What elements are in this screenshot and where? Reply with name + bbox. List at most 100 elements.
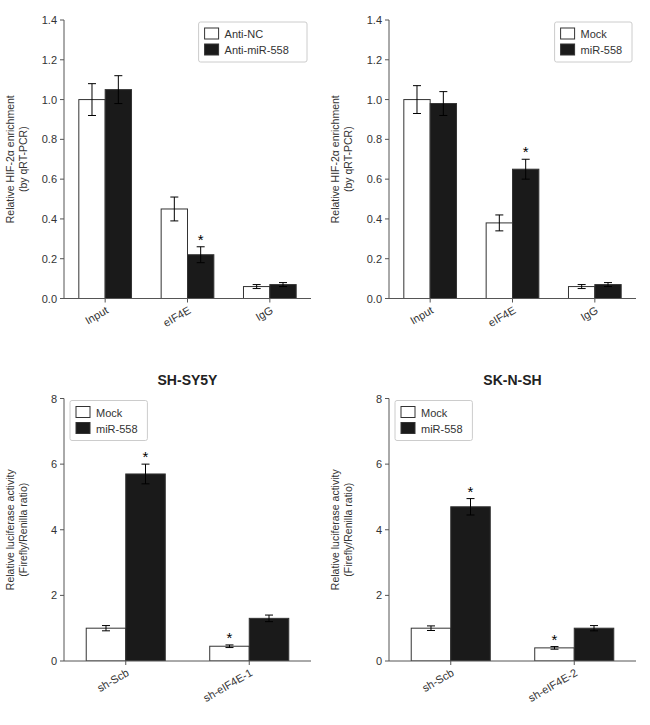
legend-label: Anti-miR-558: [225, 44, 289, 56]
y-tick-label: 8: [51, 393, 57, 405]
x-tick-label: sh-eIF4E-2: [526, 666, 579, 704]
y-tick-label: 0.8: [367, 133, 382, 145]
plot-area: [404, 86, 621, 299]
error-bar-cap: [253, 288, 261, 289]
x-tick-label: IgG: [578, 304, 599, 323]
legend-swatch: [561, 28, 575, 39]
legend-swatch: [401, 407, 415, 418]
y-tick: [385, 661, 389, 662]
error-bar-cap: [590, 630, 598, 631]
bar: [404, 100, 430, 299]
y-tick: [60, 595, 64, 596]
legend-swatch: [76, 423, 90, 434]
error-bar-cap: [439, 115, 447, 116]
error-bar: [578, 285, 586, 289]
error-bar: [427, 626, 435, 631]
y-tick-label: 1.0: [42, 94, 57, 106]
y-tick: [385, 218, 389, 219]
y-axis-label: Relative HIF-2α enrichment(by qRT-PCR): [329, 95, 354, 223]
chart-title: SK-N-SH: [483, 372, 541, 388]
error-bar-cap: [170, 197, 178, 198]
legend: Mock miR-558: [395, 401, 472, 441]
legend-swatch: [205, 44, 219, 55]
error-bar-cap: [550, 649, 558, 650]
plot-area: [79, 76, 296, 299]
y-tick-label: 0: [376, 655, 382, 667]
bar: [243, 287, 269, 299]
y-axis-line: [64, 20, 65, 299]
error-bar: [495, 215, 503, 231]
y-tick: [60, 258, 64, 259]
error-bar-stem: [283, 283, 284, 287]
legend-swatch: [205, 28, 219, 39]
error-bar: [590, 626, 598, 631]
legend-label: Mock: [421, 407, 448, 419]
error-bar-cap: [413, 85, 421, 86]
error-bar: [114, 76, 122, 104]
y-tick: [385, 59, 389, 60]
x-tick-label: sh-Scb: [95, 666, 131, 694]
error-bar-stem: [105, 626, 106, 631]
x-tick-label: eIF4E: [161, 304, 192, 329]
error-bar-cap: [439, 91, 447, 92]
bar: [568, 287, 594, 299]
y-tick: [60, 529, 64, 530]
error-bar-stem: [430, 626, 431, 631]
x-axis-line: [64, 661, 311, 662]
error-bar: [604, 283, 612, 287]
x-tick-label: sh-eIF4E-1: [201, 666, 254, 704]
y-tick-label: 1.4: [42, 14, 57, 26]
y-tick-label: 1.0: [367, 94, 382, 106]
y-axis-label-line: (by qRT-PCR): [17, 126, 29, 192]
error-bar-cap: [590, 625, 598, 626]
bar: [430, 104, 456, 299]
y-tick-label: 0.2: [42, 253, 57, 265]
y-tick-label: 0.4: [42, 213, 57, 225]
error-bar-cap: [279, 286, 287, 287]
error-bar-cap: [102, 630, 110, 631]
y-tick-label: 1.2: [42, 54, 57, 66]
legend-label: Mock: [581, 28, 608, 40]
error-bar-stem: [416, 86, 417, 114]
error-bar-cap: [467, 514, 475, 515]
x-tick: [594, 299, 595, 303]
error-bar-stem: [174, 197, 175, 221]
y-tick-label: 6: [376, 458, 382, 470]
bar: [513, 169, 539, 298]
y-axis-label-line: (by qRT-PCR): [342, 126, 354, 192]
y-tick-label: 0.2: [367, 253, 382, 265]
error-bar-cap: [88, 83, 96, 84]
y-tick: [60, 218, 64, 219]
legend-label: miR-558: [96, 423, 138, 435]
error-bar-cap: [413, 113, 421, 114]
bar: [126, 474, 166, 661]
legend-label: miR-558: [421, 423, 463, 435]
y-tick-label: 4: [376, 524, 382, 536]
legend-label: Anti-NC: [225, 28, 264, 40]
y-tick: [385, 529, 389, 530]
error-bar-stem: [91, 84, 92, 116]
y-tick-label: 0.6: [367, 173, 382, 185]
error-bar-stem: [443, 92, 444, 116]
y-tick: [60, 59, 64, 60]
chart: SK-N-SH02468Relative luciferase activity…: [329, 372, 636, 704]
bar: [210, 646, 250, 661]
y-axis-line: [389, 20, 390, 299]
legend: Mock miR-558: [555, 22, 632, 62]
error-bar-stem: [145, 464, 146, 484]
y-axis-label: Relative HIF-2α enrichment(by qRT-PCR): [4, 95, 29, 223]
error-bar-stem: [608, 283, 609, 287]
y-tick: [60, 179, 64, 180]
x-tick: [430, 299, 431, 303]
y-tick-label: 0.8: [42, 133, 57, 145]
legend: Anti-NC Anti-miR-558: [199, 22, 307, 62]
error-bar-cap: [114, 75, 122, 76]
y-tick: [385, 20, 389, 21]
error-bar-cap: [170, 220, 178, 221]
y-tick: [385, 258, 389, 259]
legend-label: miR-558: [581, 44, 623, 56]
error-bar: [142, 464, 150, 484]
bar: [451, 507, 491, 661]
y-tick-label: 0.6: [42, 173, 57, 185]
chart: SH-SY5Y02468Relative luciferase activity…: [4, 372, 311, 704]
